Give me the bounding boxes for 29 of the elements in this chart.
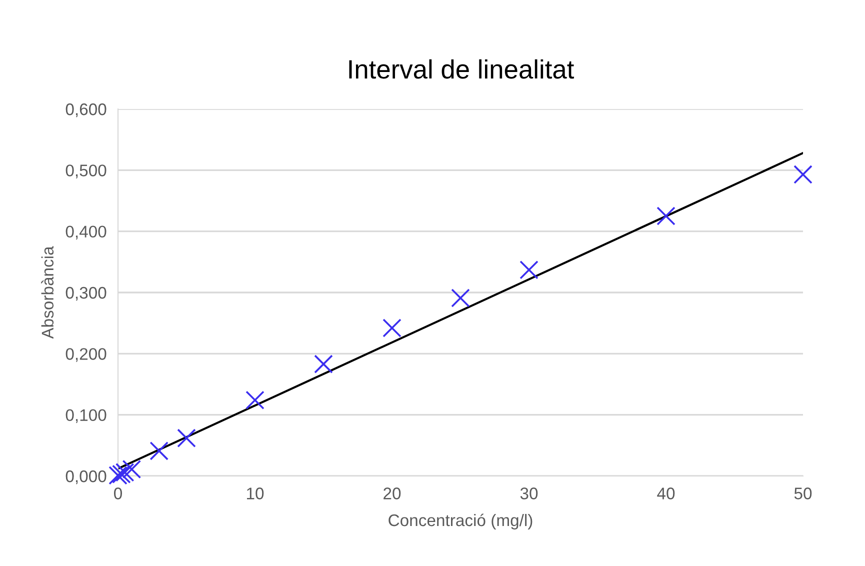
point [314,354,333,374]
point [150,442,169,460]
point [122,460,142,479]
point [382,318,402,338]
chart-title: Interval de linealitat [349,59,574,79]
point [177,428,196,448]
point [520,260,538,280]
point [115,462,134,482]
x-tick-label: 20 [384,488,401,500]
y-tick-label: 0,000 [66,470,106,484]
point [112,464,131,484]
y-axis-title: Absorbància [41,246,54,339]
y-tick-label: 0,300 [66,286,106,301]
y-tick-label: 0,100 [66,409,106,424]
point [246,390,264,410]
point [794,165,812,184]
y-tick-label: 0,500 [66,164,106,178]
x-tick-label: 10 [247,488,264,500]
y-tick-label: 0,600 [66,103,106,118]
point [656,206,676,226]
y-tick-label: 0,200 [66,348,106,362]
x-axis-title: Concentració (mg/l) [388,514,532,530]
x-tick-label: 0 [114,488,122,500]
x-tick-label: 50 [794,488,812,500]
x-tick-label: 30 [520,488,538,500]
x-tick-label: 40 [657,488,675,500]
point [451,288,470,308]
point [108,466,128,485]
y-tick-label: 0,400 [66,226,106,240]
